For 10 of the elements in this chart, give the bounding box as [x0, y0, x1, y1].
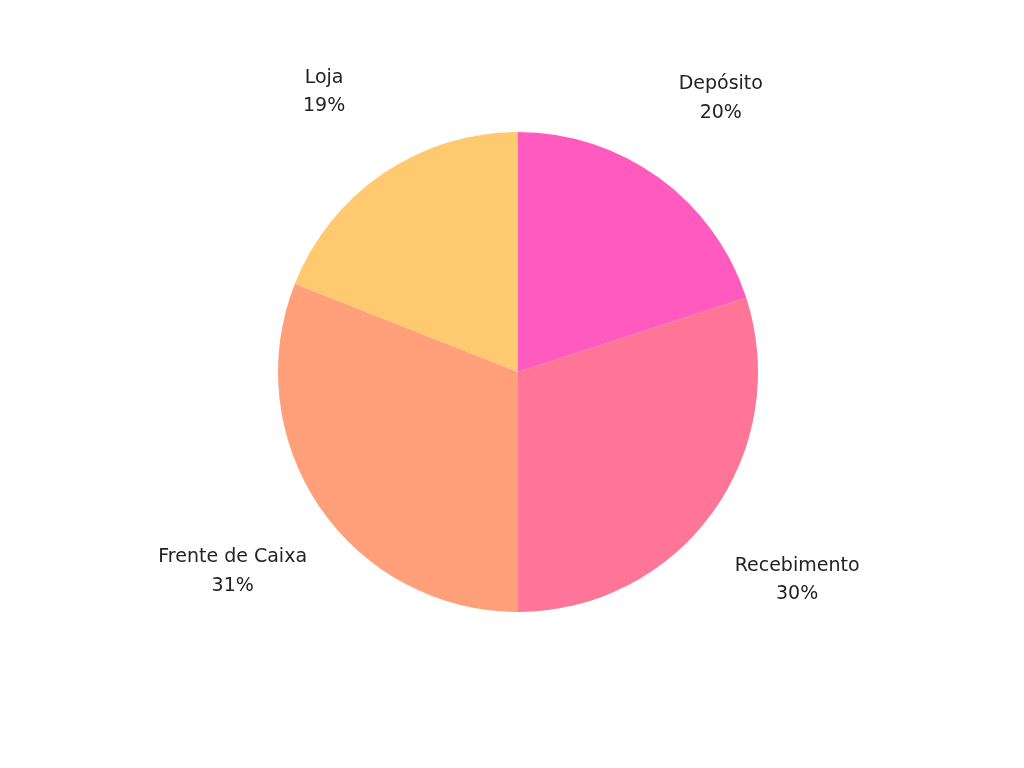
- pie-slice: [294, 132, 518, 372]
- data-label: 30%: [775, 581, 819, 604]
- slice-label: Recebimento: [734, 552, 860, 575]
- pie-slice: [518, 132, 747, 372]
- slice-label: Loja: [304, 64, 344, 87]
- slice-label: Depósito: [678, 71, 763, 94]
- data-label: 20%: [699, 99, 742, 122]
- slice-label: Frente de Caixa: [158, 544, 308, 567]
- data-label: 19%: [302, 93, 346, 116]
- data-label: 31%: [211, 572, 254, 595]
